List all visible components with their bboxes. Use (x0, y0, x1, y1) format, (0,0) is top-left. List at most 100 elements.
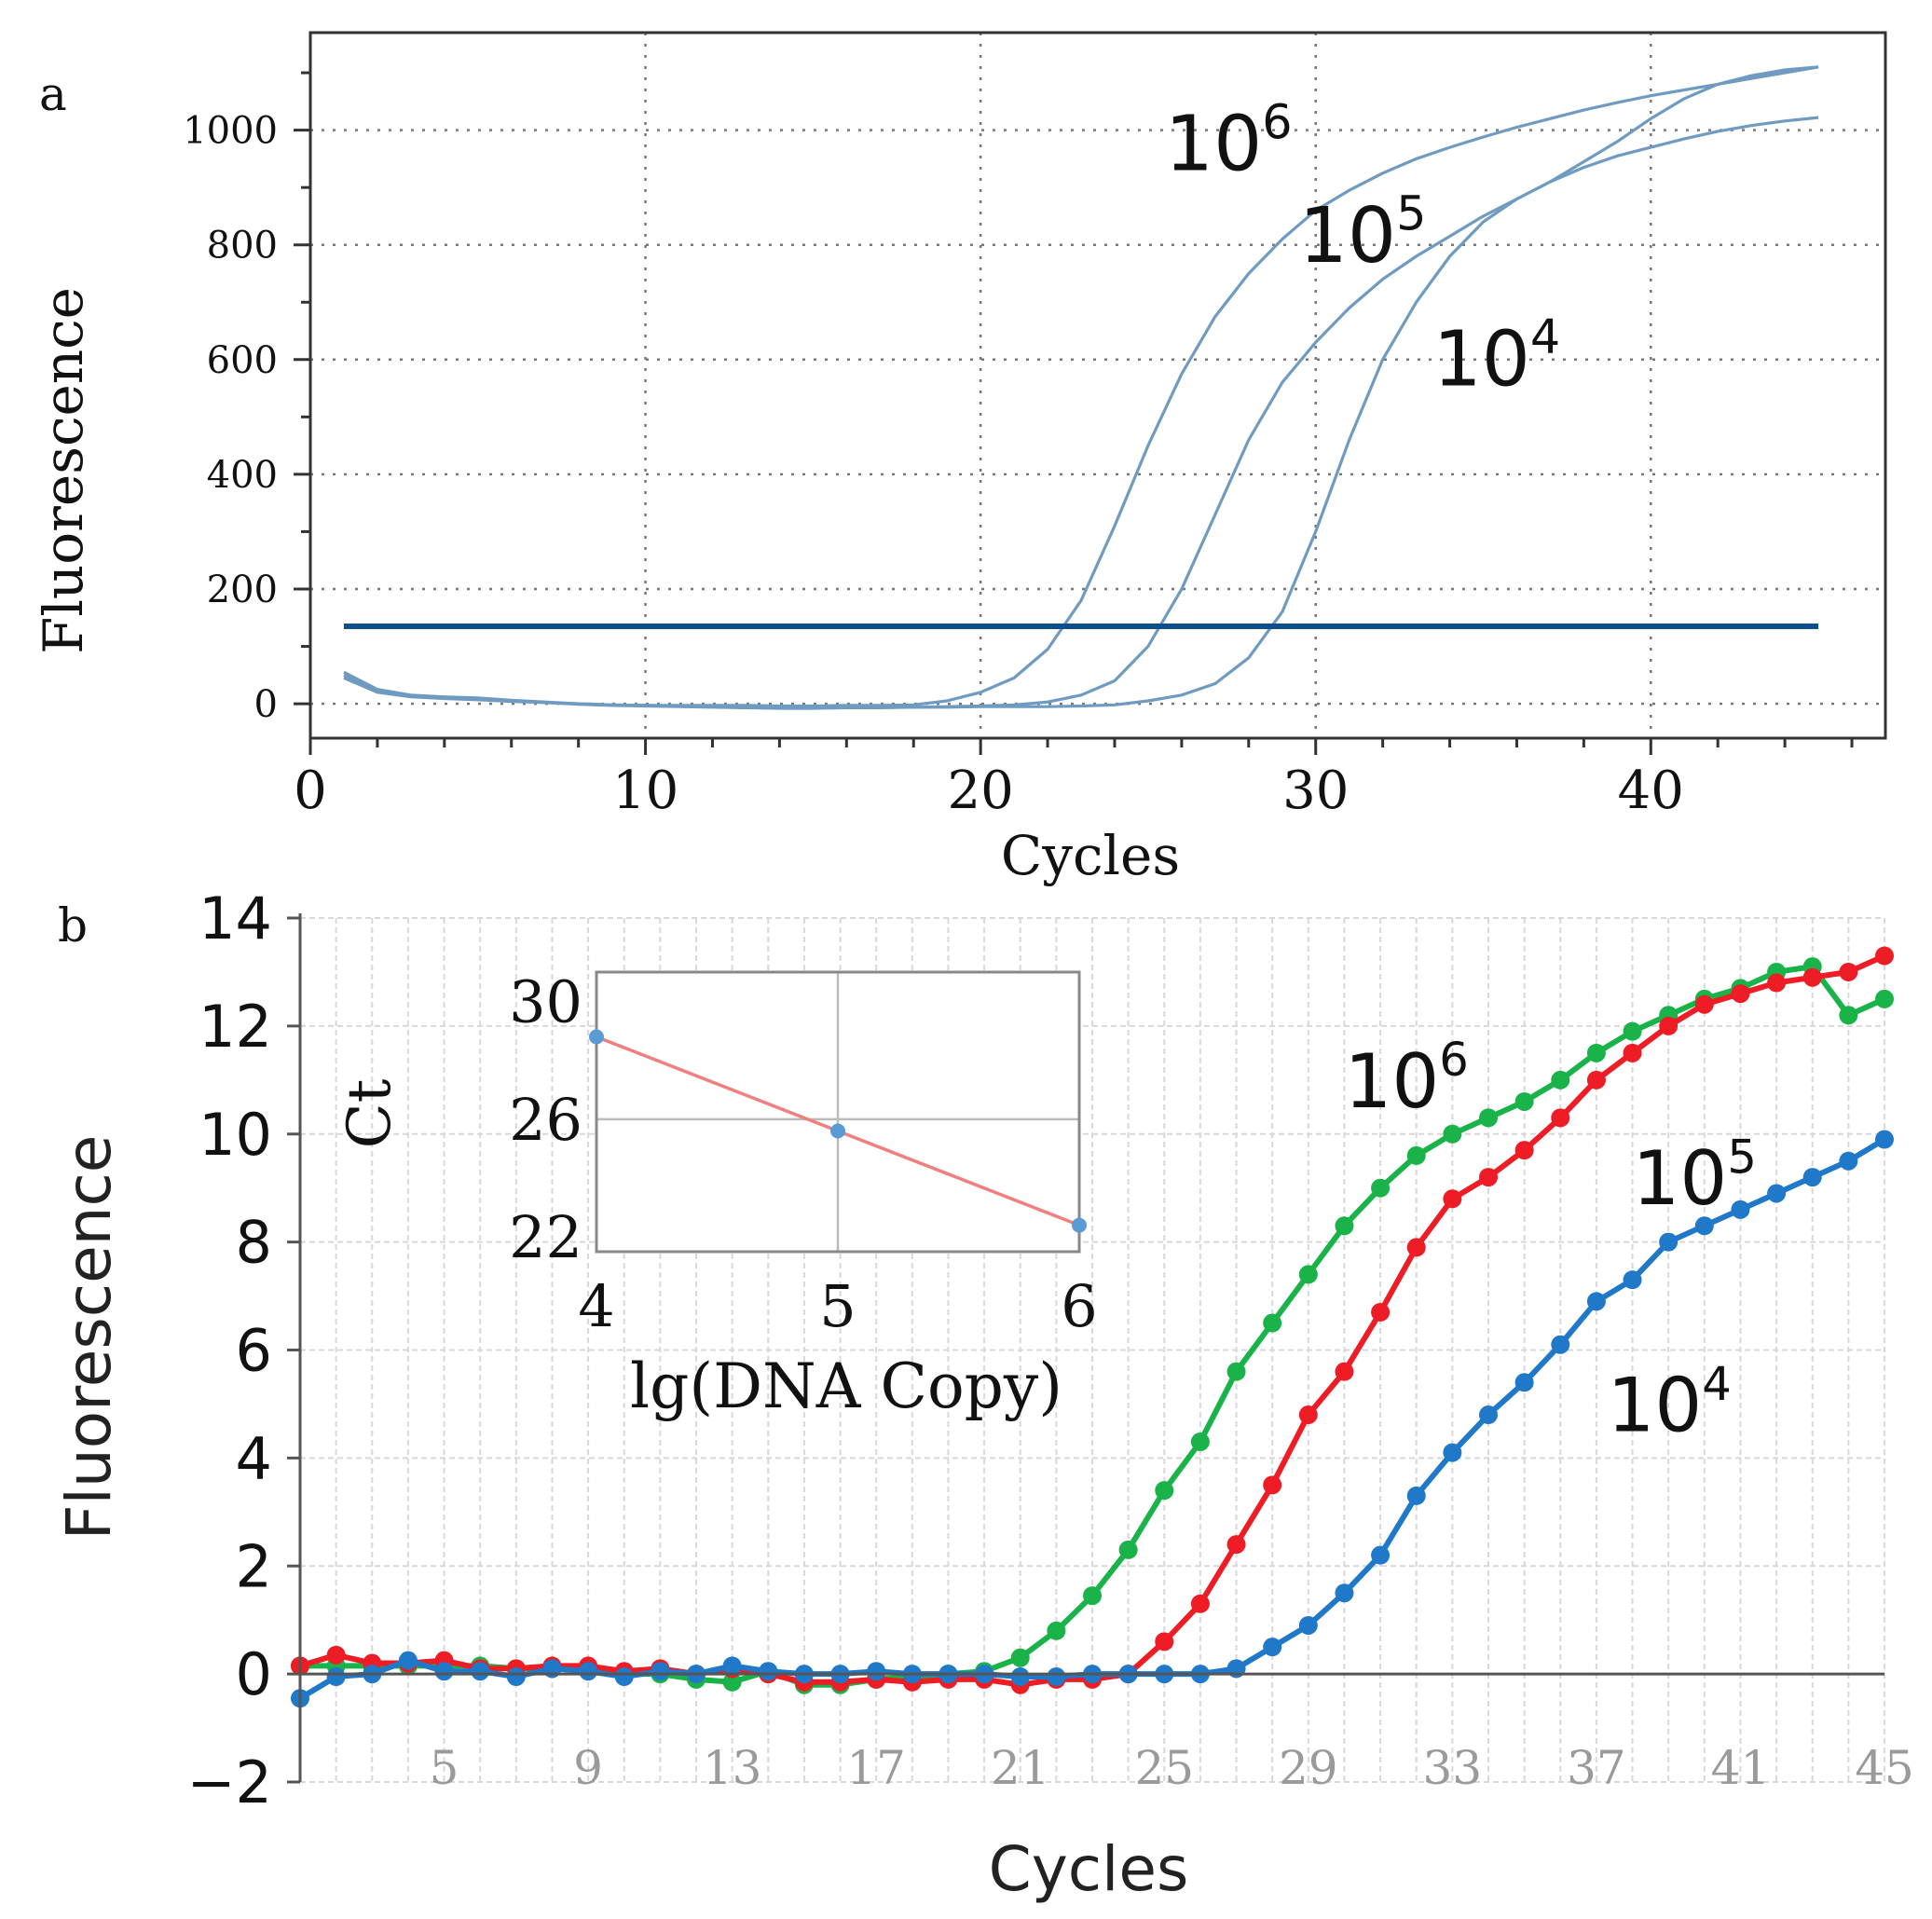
data-point (867, 1662, 886, 1681)
inset-x-tick-label: 4 (578, 1272, 614, 1340)
data-point (1551, 1070, 1570, 1090)
x-tick-label: 41 (1711, 1741, 1771, 1795)
data-point (1443, 1189, 1462, 1209)
data-point (1731, 984, 1750, 1004)
inset-frame (595, 970, 1081, 1254)
data-point (1875, 989, 1894, 1008)
data-point (1694, 1216, 1714, 1236)
inset-y-tick-label: 22 (509, 1203, 582, 1271)
data-point (1586, 1043, 1606, 1062)
data-point (1586, 1292, 1606, 1311)
inset-points (589, 1029, 1087, 1233)
y-tick-label: 10 (199, 1101, 272, 1169)
data-point (1659, 1232, 1679, 1252)
y-tick-label: 8 (236, 1209, 272, 1277)
x-tick-label: 10 (612, 761, 678, 821)
data-point (1406, 1145, 1426, 1165)
data-point (326, 1645, 346, 1665)
x-tick-label: 37 (1567, 1741, 1626, 1795)
data-point (506, 1667, 526, 1687)
y-tick-label: 2 (236, 1532, 272, 1600)
data-point (1263, 1313, 1282, 1333)
x-tick-label: 13 (703, 1741, 762, 1795)
data-point (1479, 1168, 1498, 1187)
data-point (326, 1667, 346, 1687)
panel-b-inset: 4 5 6 22 26 30 lg(DNA Copy) Ct (336, 968, 1098, 1422)
inset-y-tick-label: 30 (509, 968, 582, 1036)
data-point (1586, 1070, 1606, 1090)
panel-a-curves (343, 65, 1819, 710)
series-label: 104 (1433, 309, 1561, 404)
series-label: 105 (1299, 186, 1427, 281)
inset-x-tick-label: 5 (819, 1272, 856, 1340)
inset-x-axis-label: lg(DNA Copy) (630, 1350, 1062, 1422)
data-point (1010, 1667, 1030, 1687)
data-point (1335, 1216, 1354, 1236)
panel-b-series-labels: 106 105 104 (1344, 1033, 1756, 1448)
data-point (1010, 1648, 1030, 1667)
data-point (1226, 1362, 1246, 1381)
data-point (651, 1662, 670, 1681)
panel-b-label: b (58, 898, 88, 953)
panel-a-frame (308, 31, 1887, 740)
panel-b-x-axis-label: Cycles (989, 1833, 1189, 1905)
panel-a-x-axis-label: Cycles (1001, 824, 1180, 887)
x-tick-label: 20 (948, 761, 1014, 821)
data-point (1623, 1270, 1642, 1290)
data-point (1371, 1545, 1391, 1565)
y-tick-label: 12 (199, 993, 272, 1061)
data-point (1190, 1432, 1210, 1451)
data-point (398, 1651, 418, 1670)
data-point (1083, 1586, 1102, 1606)
data-point (759, 1662, 778, 1681)
data-point (1802, 967, 1822, 987)
y-tick-label: 1000 (183, 110, 278, 153)
series-label: 105 (1633, 1130, 1757, 1222)
data-point (722, 1656, 742, 1676)
data-point (1226, 1535, 1246, 1555)
data-point (1551, 1335, 1570, 1354)
data-point (1371, 1302, 1391, 1322)
y-tick-label: −2 (187, 1748, 272, 1816)
x-tick-label: 40 (1618, 761, 1684, 821)
data-point (1839, 1006, 1858, 1025)
panel-b-y-ticks: −2 0 2 4 6 8 10 12 14 (187, 884, 300, 1816)
series-label: 106 (1344, 1033, 1468, 1125)
x-tick-label: 0 (294, 761, 327, 821)
panel-a-x-ticks: 0 10 20 30 40 (294, 738, 1854, 821)
data-point (614, 1667, 634, 1687)
data-point (1767, 1184, 1787, 1203)
panel-b-axes (298, 913, 1884, 1782)
y-tick-label: 0 (254, 683, 278, 726)
data-point (1839, 962, 1858, 981)
data-point (1839, 1151, 1858, 1171)
panel-a-label: a (39, 67, 67, 121)
data-point (1335, 1583, 1354, 1603)
data-point (1514, 1141, 1534, 1160)
data-point (1514, 1091, 1534, 1111)
data-point (1155, 1481, 1174, 1501)
data-point (471, 1662, 490, 1681)
data-point (1190, 1594, 1210, 1613)
inset-x-ticks: 4 5 6 (578, 1272, 1097, 1340)
data-point (1479, 1108, 1498, 1128)
inset-data-point (589, 1029, 604, 1045)
x-tick-label: 30 (1282, 761, 1349, 821)
data-point (1875, 946, 1894, 966)
x-tick-label: 5 (430, 1741, 459, 1795)
x-tick-label: 9 (573, 1741, 603, 1795)
series-label: 106 (1165, 94, 1293, 188)
data-point (1659, 1016, 1679, 1035)
data-point (1298, 1405, 1318, 1425)
data-point (1155, 1632, 1174, 1652)
y-tick-label: 200 (207, 569, 278, 611)
inset-data-point (1072, 1217, 1087, 1233)
y-tick-label: 0 (236, 1640, 272, 1708)
panel-b-curves (291, 946, 1894, 1708)
y-tick-label: 600 (207, 339, 278, 382)
panel-a-grid (310, 33, 1885, 738)
inset-y-axis-label: Ct (336, 1078, 404, 1148)
